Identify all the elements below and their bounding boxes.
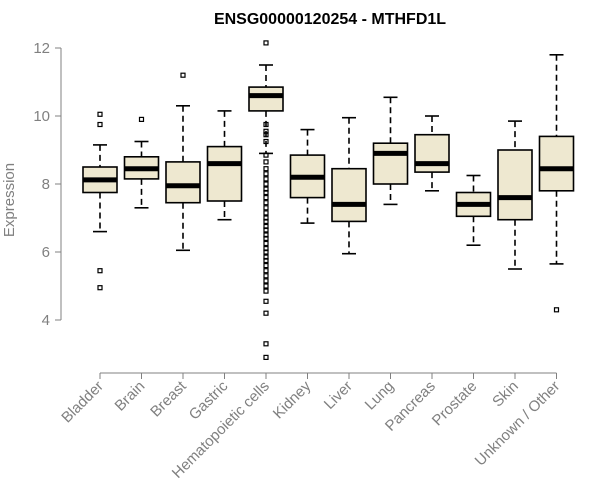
y-axis: 4 6 8 10 12 <box>33 40 62 329</box>
outlier-point <box>263 298 269 304</box>
outlier-point <box>263 223 269 230</box>
outlier-point <box>263 263 269 269</box>
x-tick-label: Liver <box>321 378 356 413</box>
box-liver <box>331 116 367 255</box>
box-iqr <box>331 167 367 223</box>
outlier-point <box>263 132 269 138</box>
outlier-point <box>97 285 103 291</box>
outlier-point <box>263 210 269 216</box>
outlier-point <box>263 181 269 187</box>
outlier-point <box>263 40 269 46</box>
outlier-point <box>263 283 269 289</box>
outlier-point <box>263 310 269 316</box>
box-iqr <box>497 149 533 221</box>
outlier-point <box>97 111 103 117</box>
outlier-point <box>263 189 269 196</box>
outlier-point <box>263 354 269 360</box>
x-tick-label: Lung <box>362 378 398 414</box>
box-skin <box>497 120 533 270</box>
outlier-point <box>263 249 269 255</box>
outlier-point <box>263 215 269 221</box>
y-tick-label: 6 <box>42 244 50 261</box>
box-iqr <box>538 135 575 192</box>
outlier-point <box>97 268 103 274</box>
outlier-point <box>263 176 269 182</box>
outlier-point <box>263 288 269 294</box>
outlier-point <box>263 232 269 238</box>
box-breast <box>165 72 201 252</box>
outlier-point <box>263 273 269 279</box>
outlier-point <box>553 307 560 313</box>
outlier-point <box>263 278 269 284</box>
box-iqr <box>206 145 243 202</box>
outlier-point <box>263 227 269 233</box>
box-prostate <box>455 174 492 246</box>
y-tick-label: 8 <box>42 176 50 193</box>
y-tick-label: 10 <box>33 108 50 125</box>
box-pancreas <box>414 115 450 192</box>
outlier-point <box>263 128 269 134</box>
outlier-point <box>263 254 269 260</box>
x-tick-label: Bladder <box>58 378 107 427</box>
boxes-group <box>82 40 575 360</box>
outlier-point <box>138 116 145 123</box>
outlier-point <box>263 171 269 177</box>
y-tick-label: 4 <box>42 312 50 329</box>
chart-title: ENSG00000120254 - MTHFD1L <box>214 11 446 28</box>
outlier-point <box>263 186 269 192</box>
outlier-point <box>263 235 269 241</box>
x-tick-label: Kidney <box>270 377 315 422</box>
outlier-point <box>263 138 269 145</box>
box-hematopoietic-cells <box>248 40 284 360</box>
outlier-point <box>263 152 269 158</box>
box-iqr <box>248 86 284 112</box>
outlier-point <box>263 218 269 224</box>
outlier-point <box>263 205 269 211</box>
outlier-point <box>263 240 269 247</box>
x-tick-label: Prostate <box>429 378 481 430</box>
outlier-point <box>263 159 269 165</box>
outlier-point <box>180 72 186 78</box>
outlier-point <box>263 268 269 274</box>
outlier-point <box>97 121 103 128</box>
outlier-point <box>263 166 269 172</box>
x-tick-label: Skin <box>489 378 522 411</box>
outlier-point <box>263 341 269 347</box>
outlier-point <box>263 246 269 252</box>
outlier-point <box>263 195 269 201</box>
y-tick-label: 12 <box>33 40 50 57</box>
outlier-point <box>263 121 269 128</box>
box-bladder <box>82 111 118 291</box>
box-iqr <box>165 161 201 204</box>
y-axis-label: Expression <box>1 163 18 237</box>
box-lung <box>372 96 409 206</box>
box-unknown-other <box>538 53 575 313</box>
box-gastric <box>206 110 243 221</box>
box-brain <box>123 116 160 209</box>
x-tick-label: Brain <box>112 378 149 415</box>
box-kidney <box>289 128 326 224</box>
x-tick-label: Breast <box>147 377 190 420</box>
box-iqr <box>372 142 409 185</box>
outlier-point <box>263 200 269 206</box>
box-iqr <box>414 133 450 173</box>
outlier-point <box>263 257 269 264</box>
